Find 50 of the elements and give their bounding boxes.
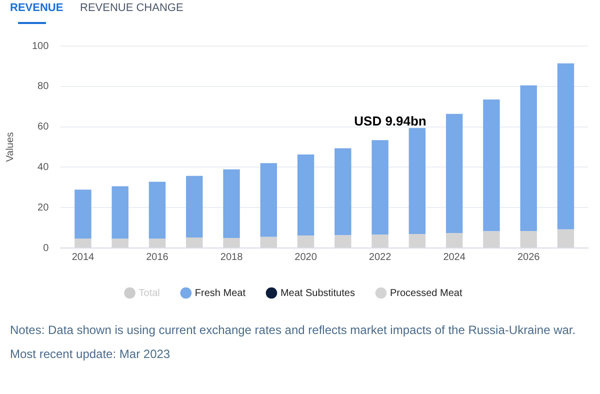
legend-label: Meat Substitutes <box>280 288 355 299</box>
annotation: USD 9.94bn <box>354 113 426 128</box>
y-tick-label: 40 <box>38 162 50 173</box>
bar <box>483 100 500 232</box>
bar <box>520 85 537 232</box>
bar <box>372 140 388 234</box>
bar <box>372 234 388 248</box>
x-tick-label: 2026 <box>517 252 540 263</box>
bar <box>483 231 500 248</box>
bar <box>186 176 203 238</box>
y-axis-title: Values <box>4 132 16 162</box>
bar <box>112 238 128 248</box>
bar <box>148 182 166 239</box>
y-tick-label: 0 <box>43 242 50 254</box>
x-tick-label: 2014 <box>72 252 95 263</box>
bar <box>408 128 426 234</box>
y-tick-label: 60 <box>38 122 50 133</box>
bar <box>446 114 463 234</box>
x-tick-label: 2016 <box>146 252 169 263</box>
y-tick-label: 80 <box>38 81 50 92</box>
x-tick-label: 2020 <box>294 252 318 263</box>
bar <box>260 236 277 248</box>
text: Notes: Data shown is using current exchange rates and reflects market impacts of the Russia-Ukraine war. <box>10 322 576 339</box>
bar <box>520 231 537 248</box>
legend-label: Processed Meat <box>390 288 462 299</box>
bar <box>446 233 463 248</box>
bar <box>557 229 574 248</box>
bar <box>112 186 128 239</box>
y-tick-label: 100 <box>32 40 50 52</box>
bar <box>334 148 352 236</box>
bar <box>74 238 92 248</box>
bar <box>186 237 203 248</box>
chart-title: REVENUE <box>10 2 64 14</box>
x-tick-label: 2024 <box>443 252 466 263</box>
x-tick-label: 2022 <box>368 252 392 263</box>
bar <box>223 169 240 238</box>
bar <box>334 235 352 248</box>
bar <box>148 238 166 248</box>
bar <box>223 238 240 248</box>
legend-label: Fresh Meat <box>194 288 246 299</box>
chart-subtitle: REVENUE CHANGE <box>80 2 184 14</box>
bar <box>557 63 574 230</box>
bar <box>297 154 314 236</box>
y-tick-label: 20 <box>38 202 50 214</box>
text: Most recent update: Mar 2023 <box>10 346 172 363</box>
bar <box>74 190 92 239</box>
bar <box>260 163 277 237</box>
bar <box>297 236 314 248</box>
bar <box>408 234 426 248</box>
x-tick-label: 2018 <box>220 252 244 263</box>
